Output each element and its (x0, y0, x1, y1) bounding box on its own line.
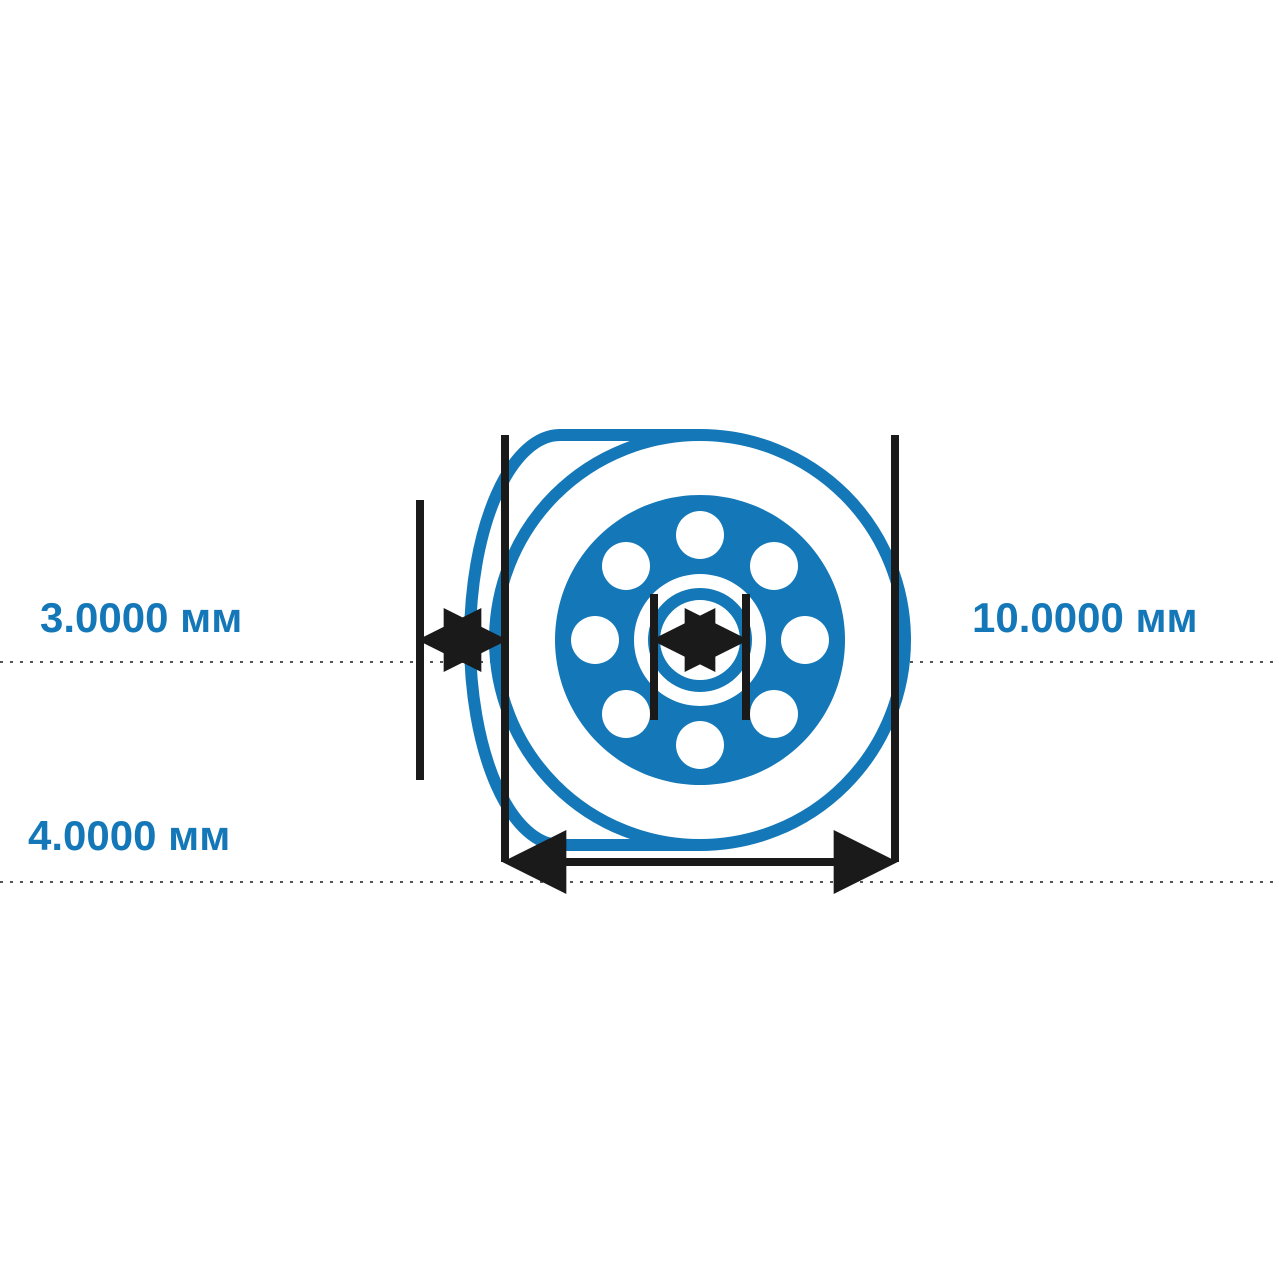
label-inner-bore: 3.0000 мм (40, 594, 242, 642)
label-width: 4.0000 мм (28, 812, 230, 860)
label-outer-diameter: 10.0000 мм (972, 594, 1198, 642)
